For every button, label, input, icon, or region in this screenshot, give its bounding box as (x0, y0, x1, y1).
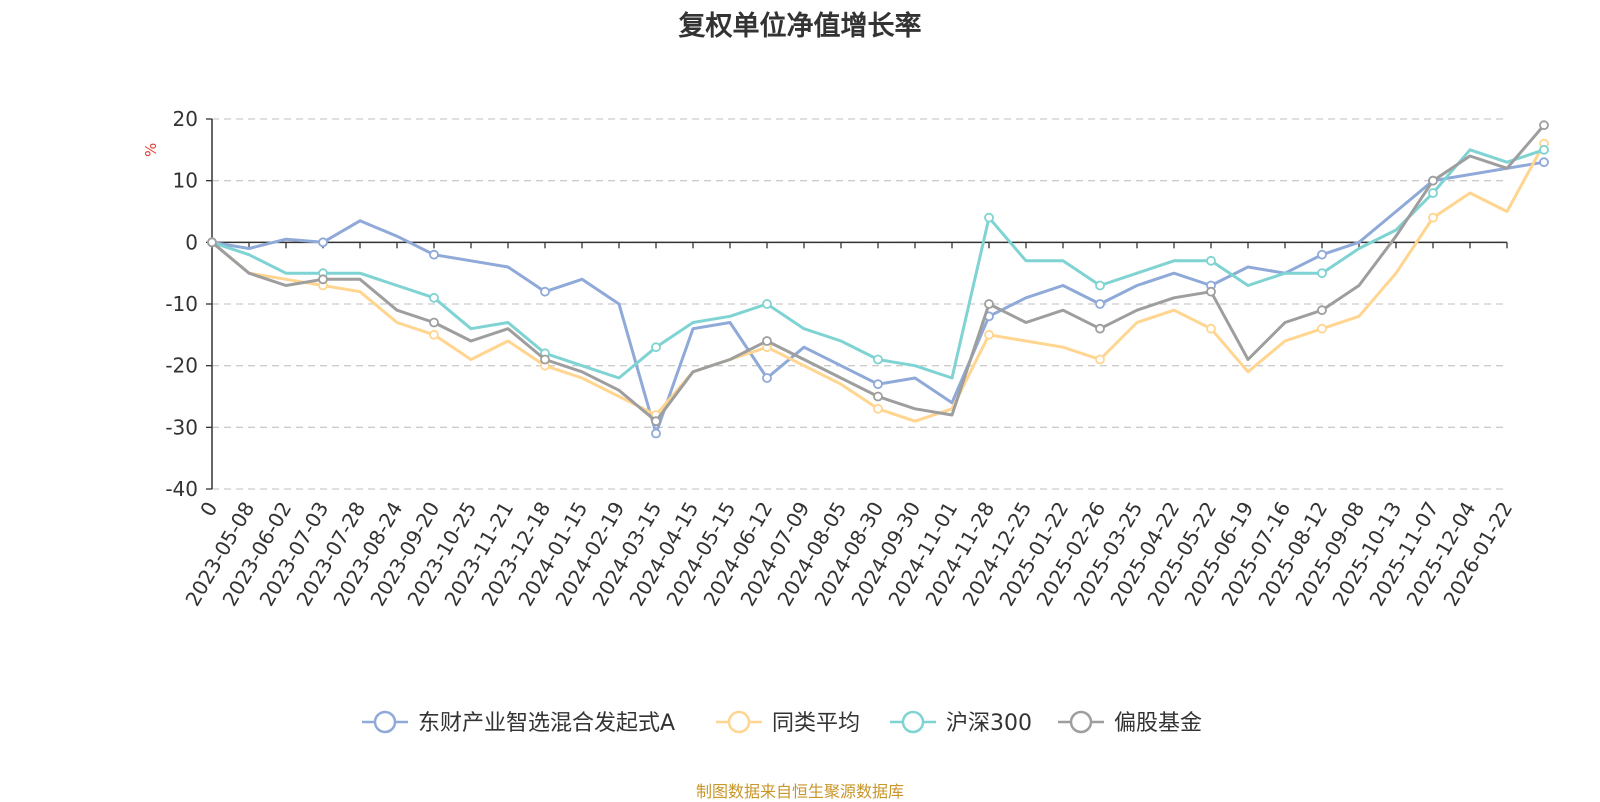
chart-title: 复权单位净值增长率 (678, 11, 922, 42)
y-tick-label: -40 (165, 477, 198, 501)
legend-label: 同类平均 (772, 711, 860, 736)
data-point (762, 336, 772, 346)
data-point (1095, 354, 1105, 365)
grid-lines (212, 118, 1507, 490)
data-point (429, 317, 439, 328)
legend-marker (373, 710, 397, 734)
data-point (873, 379, 883, 390)
data-point (1206, 255, 1216, 266)
data-point (1095, 323, 1105, 334)
data-point (1206, 323, 1216, 334)
y-tick-label: -20 (165, 354, 198, 378)
legend-marker (1069, 710, 1093, 734)
data-point (318, 274, 328, 285)
y-tick-label: -30 (165, 415, 198, 439)
data-point (651, 342, 661, 353)
data-point (873, 391, 883, 402)
legend: 东财产业智选混合发起式A 同类平均 沪深300 偏股基金 (362, 710, 1202, 736)
series-lines (207, 120, 1549, 439)
data-point (873, 354, 883, 365)
data-point (1317, 305, 1327, 316)
y-tick-label: 10 (173, 169, 198, 193)
data-point (1317, 268, 1327, 279)
y-tick-label: 0 (185, 230, 198, 254)
legend-label: 沪深300 (946, 711, 1032, 736)
data-point (984, 212, 994, 223)
data-point (1428, 175, 1438, 186)
data-point (762, 373, 772, 383)
legend-label: 东财产业智选混合发起式A (418, 711, 675, 736)
data-point (873, 403, 883, 414)
data-point (429, 292, 439, 303)
data-point (1539, 120, 1549, 131)
data-point (1428, 188, 1438, 198)
data-point (429, 329, 439, 340)
y-tick-label: 20 (173, 107, 198, 131)
y-tick-label: -10 (165, 292, 198, 316)
legend-marker (901, 710, 925, 734)
data-point (540, 286, 550, 297)
data-point (762, 299, 772, 309)
data-point (1206, 286, 1216, 297)
series-line (211, 148, 1545, 380)
data-point (429, 249, 439, 260)
data-point (207, 237, 217, 248)
data-point (1317, 249, 1327, 260)
data-point (984, 299, 994, 309)
line-chart: 20100-10-20-30-40%02023-05-082023-06-022… (142, 107, 1549, 736)
legend-marker (727, 710, 751, 734)
data-point (1095, 280, 1105, 291)
data-point (1539, 144, 1549, 155)
data-point (1317, 323, 1327, 334)
data-point (651, 428, 661, 439)
data-point (1095, 299, 1105, 309)
y-axis-unit: % (142, 143, 160, 157)
source-footer: 制图数据来自恒生聚源数据库 (695, 782, 904, 801)
x-tick-label: 0 (195, 498, 222, 521)
data-point (651, 416, 661, 427)
data-point (1428, 212, 1438, 223)
data-point (1539, 157, 1549, 168)
series-line (211, 124, 1546, 423)
data-point (318, 237, 328, 248)
data-point (540, 354, 550, 365)
data-point (984, 329, 994, 340)
legend-label: 偏股基金 (1114, 711, 1202, 736)
